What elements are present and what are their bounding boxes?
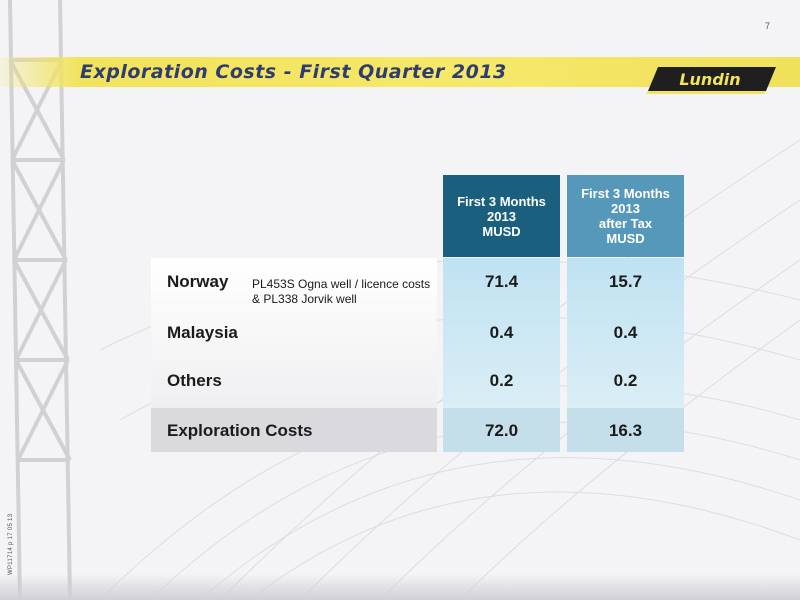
- value-total-after-tax: 16.3: [608, 421, 643, 440]
- column-header-after-tax: First 3 Months 2013 after Tax MUSD: [567, 175, 684, 257]
- row-label-total: Exploration Costs: [167, 421, 313, 440]
- value-others-after-tax: 0.2: [613, 371, 638, 390]
- svg-text:Lundin: Lundin: [679, 70, 740, 89]
- total-cell-musd-bg: [443, 408, 560, 452]
- header-line: First 3 Months: [581, 186, 670, 201]
- slide-title: Exploration Costs - First Quarter 2013: [80, 61, 507, 83]
- value-total-musd: 72.0: [484, 421, 519, 440]
- row-label-norway: Norway: [167, 272, 229, 291]
- row-description-norway: PL453S Ogna well / licence costs & PL338…: [252, 277, 431, 306]
- page-number: 7: [764, 21, 770, 31]
- value-norway-after-tax: 15.7: [608, 272, 643, 291]
- value-malaysia-musd: 0.4: [489, 323, 514, 342]
- footer-document-code: WP11714 p 17 05 13: [8, 513, 14, 575]
- column-header-musd: First 3 Months 2013 MUSD: [443, 175, 560, 257]
- bottom-strip: [0, 574, 800, 600]
- row-label-others: Others: [167, 371, 222, 390]
- total-cell-after-tax-bg: [567, 408, 684, 452]
- header-line: First 3 Months: [457, 193, 546, 209]
- header-line: after Tax: [598, 216, 653, 231]
- header-line: 2013: [611, 201, 640, 216]
- row-label-malaysia: Malaysia: [167, 323, 238, 342]
- value-norway-musd: 71.4: [484, 272, 519, 291]
- header-line: MUSD: [606, 231, 645, 246]
- value-malaysia-after-tax: 0.4: [613, 323, 638, 342]
- header-line: 2013: [487, 208, 516, 224]
- value-others-musd: 0.2: [489, 371, 514, 390]
- oil-derrick-silhouette: [8, 0, 72, 600]
- total-row-band: [151, 408, 437, 452]
- header-line: MUSD: [482, 223, 521, 239]
- lundin-logo: Lundin: [646, 67, 776, 94]
